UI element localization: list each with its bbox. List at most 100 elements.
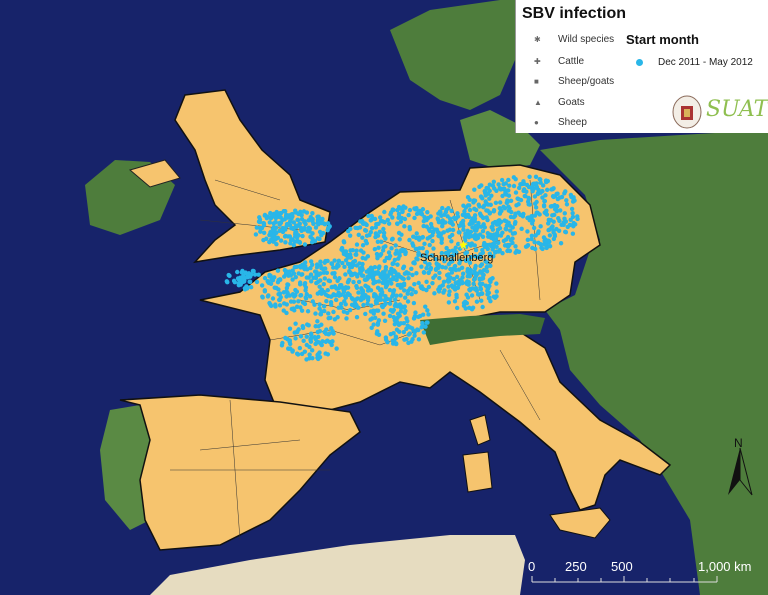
case-point: [424, 249, 430, 255]
case-point: [303, 285, 309, 290]
case-point: [363, 221, 368, 227]
case-point: [315, 291, 321, 296]
scale-label: 1,000 km: [698, 559, 752, 574]
case-point: [271, 239, 276, 244]
case-point: [570, 214, 576, 220]
case-point: [425, 308, 430, 313]
case-point: [298, 280, 303, 285]
case-point: [333, 297, 339, 303]
case-point: [410, 272, 415, 278]
case-point: [413, 289, 418, 295]
case-point: [547, 233, 553, 238]
case-point: [360, 255, 365, 261]
case-point: [507, 242, 512, 248]
case-point: [248, 285, 254, 290]
case-point: [385, 339, 390, 345]
case-point: [298, 225, 304, 231]
case-point: [530, 245, 535, 251]
case-points: [224, 174, 580, 362]
case-point: [386, 250, 392, 255]
case-point: [342, 264, 347, 269]
case-point: [332, 275, 338, 280]
case-point: [394, 248, 399, 253]
case-point: [416, 337, 422, 342]
case-point: [446, 292, 452, 298]
case-point: [427, 234, 433, 240]
case-point: [422, 241, 427, 247]
case-point: [540, 246, 545, 252]
case-point: [302, 219, 307, 224]
case-point: [267, 274, 272, 279]
case-point: [381, 226, 386, 232]
case-point: [373, 270, 379, 275]
case-point: [376, 318, 382, 323]
case-point: [426, 270, 431, 276]
case-point: [235, 269, 240, 275]
case-point: [447, 289, 452, 294]
case-point: [472, 187, 477, 192]
case-point: [487, 295, 492, 300]
goats-icon: ▲: [534, 98, 542, 107]
case-point: [245, 286, 250, 291]
case-point: [381, 230, 387, 236]
case-point: [316, 351, 321, 357]
case-point: [442, 288, 447, 293]
case-point: [558, 208, 563, 213]
case-point: [412, 329, 417, 335]
case-point: [296, 299, 301, 304]
case-point: [479, 298, 484, 303]
case-point: [315, 319, 320, 324]
case-point: [280, 340, 285, 346]
case-point: [424, 279, 429, 284]
case-point: [310, 355, 315, 361]
case-point: [326, 293, 331, 299]
case-point: [397, 206, 402, 211]
case-point: [463, 205, 469, 210]
case-point: [537, 177, 542, 182]
case-point: [326, 311, 331, 316]
case-point: [504, 192, 509, 197]
case-point: [274, 241, 279, 247]
case-point: [543, 179, 549, 185]
legend-item-goats: ▲ Goats: [534, 97, 585, 108]
case-point: [385, 217, 391, 223]
case-point: [423, 304, 428, 309]
case-point: [440, 224, 445, 229]
case-point: [315, 355, 320, 360]
case-point: [488, 263, 493, 269]
legend-label: Sheep/goats: [558, 76, 615, 87]
case-point: [393, 269, 398, 275]
case-point: [449, 283, 455, 288]
case-point: [564, 202, 570, 207]
case-point: [501, 186, 507, 191]
case-point: [297, 264, 303, 269]
case-point: [472, 206, 477, 211]
case-point: [538, 224, 543, 229]
case-point: [326, 278, 331, 283]
case-point: [254, 279, 260, 285]
case-point: [419, 253, 424, 258]
case-point: [259, 283, 265, 288]
case-point: [277, 291, 283, 296]
case-point: [296, 211, 301, 217]
case-point: [331, 309, 336, 315]
case-point: [310, 299, 316, 304]
case-point: [302, 225, 307, 231]
case-point: [391, 261, 396, 266]
case-point: [387, 301, 393, 306]
case-point: [469, 293, 475, 298]
case-point: [400, 209, 405, 215]
case-point: [481, 272, 486, 278]
case-point: [305, 309, 311, 314]
case-point: [346, 292, 351, 297]
legend-label: Sheep: [558, 117, 587, 128]
case-point: [319, 322, 324, 327]
case-point: [498, 209, 503, 215]
case-point: [383, 293, 388, 299]
case-point: [463, 251, 468, 256]
case-point: [307, 344, 312, 350]
case-point: [425, 209, 430, 215]
case-point: [455, 214, 461, 219]
case-point: [344, 316, 349, 321]
case-point: [316, 272, 321, 277]
